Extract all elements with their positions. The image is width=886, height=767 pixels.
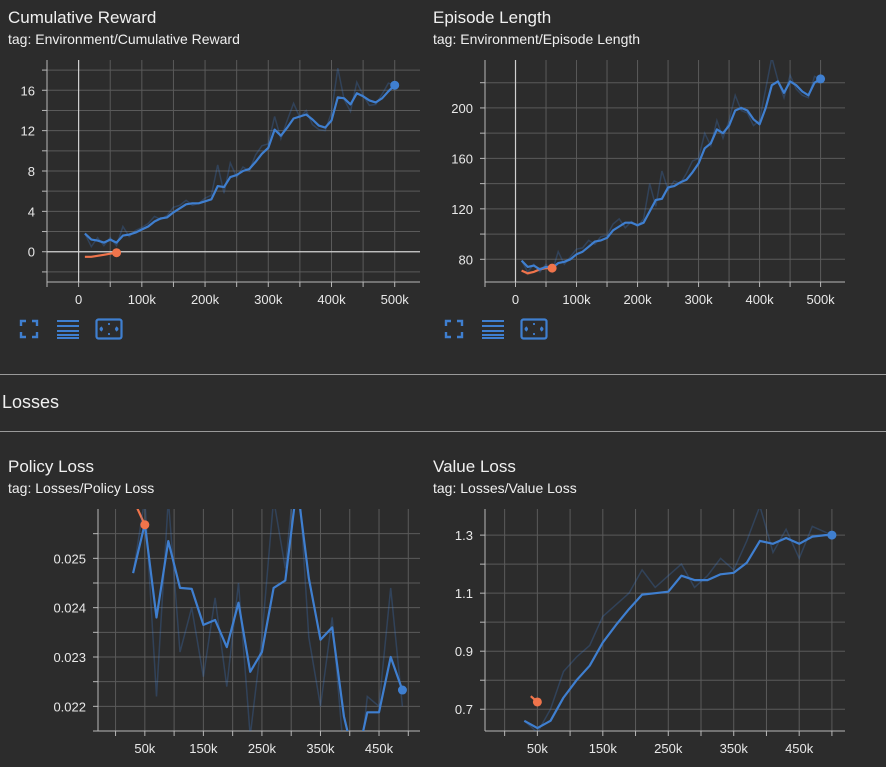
x-tick-label: 200k — [191, 292, 220, 307]
x-tick-label: 150k — [189, 741, 218, 756]
cumulative-reward-card: Cumulative Reward tag: Environment/Cumul… — [0, 0, 440, 360]
series-raw-line — [132, 509, 404, 731]
x-tick-label: 100k — [128, 292, 157, 307]
grid — [93, 509, 420, 736]
episode-length-card: Episode Length tag: Environment/Episode … — [425, 0, 865, 360]
series-line — [136, 509, 146, 526]
chart-title: Policy Loss — [8, 457, 94, 476]
y-tick-label: 1.3 — [455, 528, 473, 543]
chart-tag: tag: Environment/Cumulative Reward — [8, 31, 240, 47]
toggle-log-scale-button[interactable] — [481, 318, 504, 340]
x-tick-label: 450k — [785, 741, 814, 756]
series-group — [132, 509, 404, 731]
series-group — [84, 67, 396, 258]
y-tick-label: 16 — [21, 83, 35, 98]
expand-chart-icon — [520, 318, 548, 340]
toggle-log-scale-button[interactable] — [56, 318, 79, 340]
y-tick-label: 12 — [21, 124, 35, 139]
section-divider-bottom — [0, 431, 886, 432]
y-tick-label: 0.023 — [53, 650, 86, 665]
y-tick-label: 120 — [451, 202, 473, 217]
series-line — [523, 533, 832, 730]
x-tick-label: 150k — [589, 741, 618, 756]
chart-title: Value Loss — [433, 457, 516, 476]
x-tick-label: 250k — [248, 741, 277, 756]
y-tick-label: 0.024 — [53, 601, 86, 616]
x-tick-label: 0 — [75, 292, 82, 307]
series-line — [132, 509, 404, 731]
x-tick-label: 50k — [134, 741, 155, 756]
y-tick-label: 0.025 — [53, 551, 86, 566]
toggle-log-icon — [57, 320, 79, 339]
chart-title: Episode Length — [433, 8, 552, 27]
x-tick-label: 500k — [806, 292, 835, 307]
y-tick-label: 0 — [28, 245, 35, 260]
chart-tag: tag: Losses/Policy Loss — [8, 480, 155, 496]
series-raw-line — [84, 67, 395, 249]
policy-loss-card: Policy Loss tag: Losses/Policy Loss 50k 1… — [0, 449, 440, 767]
series-end-marker — [390, 80, 400, 90]
episode-length-chart[interactable]: 0 100k 200k 300k 400k 500k 80 120 160 200 — [425, 0, 865, 320]
chart-tag: tag: Environment/Episode Length — [433, 31, 641, 47]
x-tick-label: 300k — [254, 292, 283, 307]
value-loss-chart[interactable]: 50k 150k 250k 350k 450k 0.7 0.9 1.1 1.3 — [425, 449, 865, 767]
x-tick-label: 500k — [381, 292, 410, 307]
series-end-marker — [547, 263, 557, 273]
section-title-losses[interactable]: Losses — [2, 392, 60, 412]
fit-domain-button[interactable] — [443, 318, 465, 340]
series-end-marker — [816, 74, 826, 84]
y-tick-label: 0.7 — [455, 702, 473, 717]
fit-domain-icon — [19, 319, 39, 339]
fit-domain-button[interactable] — [18, 318, 40, 340]
x-tick-label: 300k — [684, 292, 713, 307]
y-tick-label: 4 — [28, 204, 35, 219]
y-tick-label: 80 — [459, 252, 473, 267]
x-tick-label: 250k — [654, 741, 683, 756]
section-divider-top — [0, 374, 886, 375]
series-end-marker — [140, 520, 150, 530]
x-tick-label: 450k — [365, 741, 394, 756]
expand-chart-button[interactable] — [95, 318, 123, 340]
x-tick-label: 200k — [623, 292, 652, 307]
x-tick-label: 400k — [745, 292, 774, 307]
series-raw-line — [520, 60, 821, 274]
chart-title: Cumulative Reward — [8, 8, 157, 27]
y-tick-label: 0.9 — [455, 644, 473, 659]
x-tick-label: 50k — [527, 741, 548, 756]
policy-loss-chart[interactable]: 50k 150k 250k 350k 450k 0.022 0.023 0.024 0.025 — [0, 449, 440, 767]
y-tick-label: 1.1 — [455, 586, 473, 601]
cumulative-reward-chart[interactable]: 0 100k 200k 300k 400k 500k 0 4 8 12 16 — [0, 0, 440, 320]
series-end-marker — [827, 530, 837, 540]
series-line — [84, 251, 117, 258]
series-end-marker — [397, 685, 407, 695]
grid — [480, 509, 845, 736]
series-raw-line — [523, 509, 833, 731]
series-end-marker — [112, 248, 122, 258]
x-tick-label: 0 — [512, 292, 519, 307]
fit-domain-icon — [444, 319, 464, 339]
toggle-log-icon — [482, 320, 504, 339]
y-tick-label: 200 — [451, 101, 473, 116]
series-end-marker — [532, 697, 542, 707]
x-tick-label: 400k — [317, 292, 346, 307]
expand-chart-button[interactable] — [520, 318, 548, 340]
y-tick-label: 160 — [451, 151, 473, 166]
expand-chart-icon — [95, 318, 123, 340]
y-tick-label: 0.022 — [53, 699, 86, 714]
chart-tag: tag: Losses/Value Loss — [433, 480, 577, 496]
series-line — [520, 77, 822, 271]
y-tick-label: 8 — [28, 164, 35, 179]
value-loss-card: Value Loss tag: Losses/Value Loss 50k 150… — [425, 449, 865, 767]
series-group — [520, 60, 822, 276]
x-tick-label: 350k — [720, 741, 749, 756]
series-line — [84, 84, 396, 244]
x-tick-label: 100k — [562, 292, 591, 307]
x-tick-label: 350k — [306, 741, 335, 756]
